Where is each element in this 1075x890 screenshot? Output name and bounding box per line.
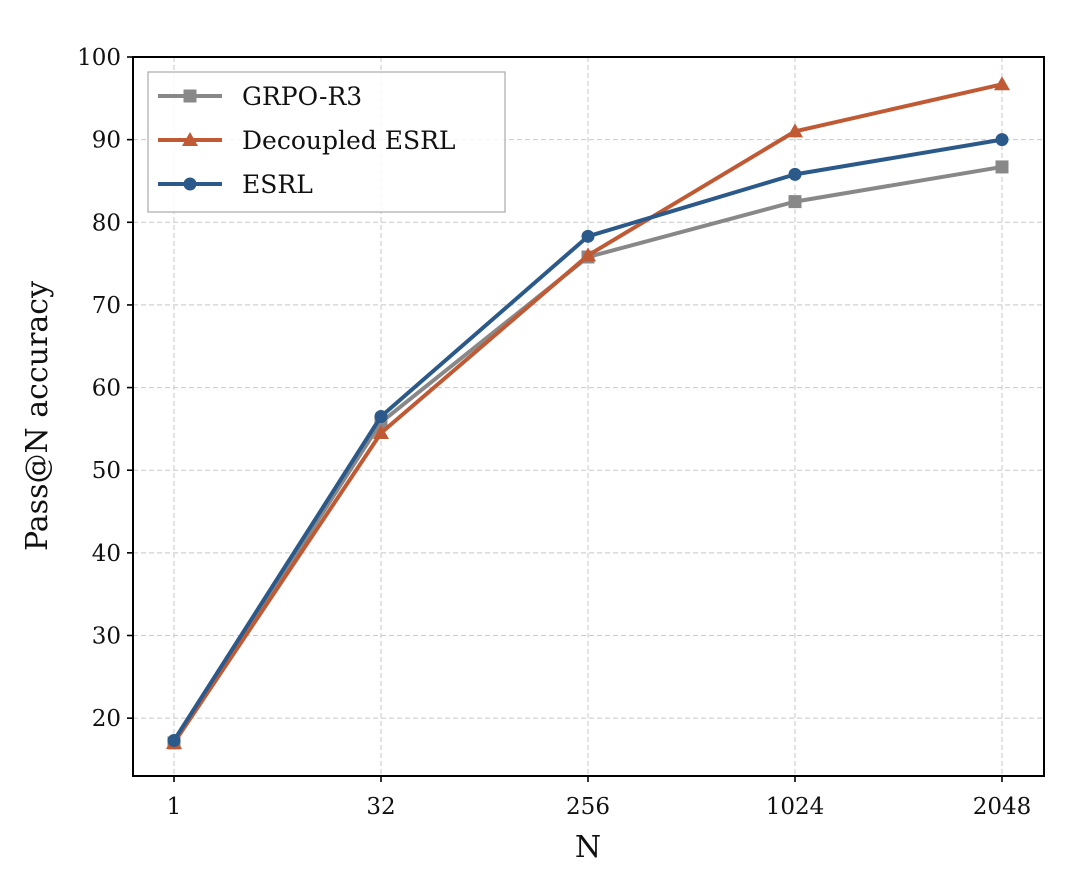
data-point-decoupled-esrl bbox=[994, 76, 1010, 91]
data-point-esrl bbox=[788, 167, 802, 181]
y-tick-label: 20 bbox=[92, 706, 121, 732]
data-point-decoupled-esrl bbox=[787, 123, 803, 138]
data-point-grpo-r3 bbox=[788, 195, 802, 209]
data-point-decoupled-esrl bbox=[373, 425, 389, 440]
y-tick-label: 100 bbox=[77, 45, 121, 71]
x-tick-label: 1 bbox=[167, 794, 182, 820]
legend-marker bbox=[182, 132, 198, 146]
x-axis-label: N bbox=[575, 830, 601, 865]
series-esrl bbox=[167, 133, 1009, 747]
legend: GRPO-R3 Decoupled ESRL ESRL bbox=[147, 71, 506, 213]
y-tick-label: 80 bbox=[92, 210, 121, 236]
y-tick-label: 40 bbox=[92, 541, 121, 567]
x-tick-label: 1024 bbox=[766, 794, 825, 820]
legend-item-esrl: ESRL bbox=[158, 170, 313, 199]
data-point-esrl bbox=[167, 733, 181, 747]
legend-marker bbox=[183, 89, 197, 103]
y-tick-label: 90 bbox=[92, 128, 121, 154]
legend-marker bbox=[183, 177, 197, 191]
y-tick-label: 50 bbox=[92, 458, 121, 484]
x-tick-label: 256 bbox=[566, 794, 610, 820]
legend-label: Decoupled ESRL bbox=[242, 126, 456, 155]
y-tick-label: 60 bbox=[92, 376, 121, 402]
y-axis-label: Pass@N accuracy bbox=[20, 281, 55, 551]
legend-item-grpo-r3: GRPO-R3 bbox=[158, 82, 362, 111]
legend-label: ESRL bbox=[242, 170, 313, 199]
x-tick-label: 32 bbox=[366, 794, 395, 820]
data-point-grpo-r3 bbox=[995, 160, 1009, 174]
data-point-decoupled-esrl bbox=[580, 247, 596, 262]
ticks: 1 32 256 1024 2048 20 30 40 50 60 70 80 90 100 bbox=[77, 45, 1031, 820]
series-layer bbox=[166, 76, 1010, 750]
legend-label: GRPO-R3 bbox=[242, 82, 362, 111]
y-tick-label: 70 bbox=[92, 293, 121, 319]
data-point-esrl bbox=[995, 133, 1009, 147]
data-point-esrl bbox=[581, 229, 595, 243]
x-tick-label: 2048 bbox=[973, 794, 1032, 820]
y-tick-label: 30 bbox=[92, 624, 121, 650]
data-point-esrl bbox=[374, 410, 388, 423]
legend-item-decoupled-esrl: Decoupled ESRL bbox=[158, 126, 456, 155]
